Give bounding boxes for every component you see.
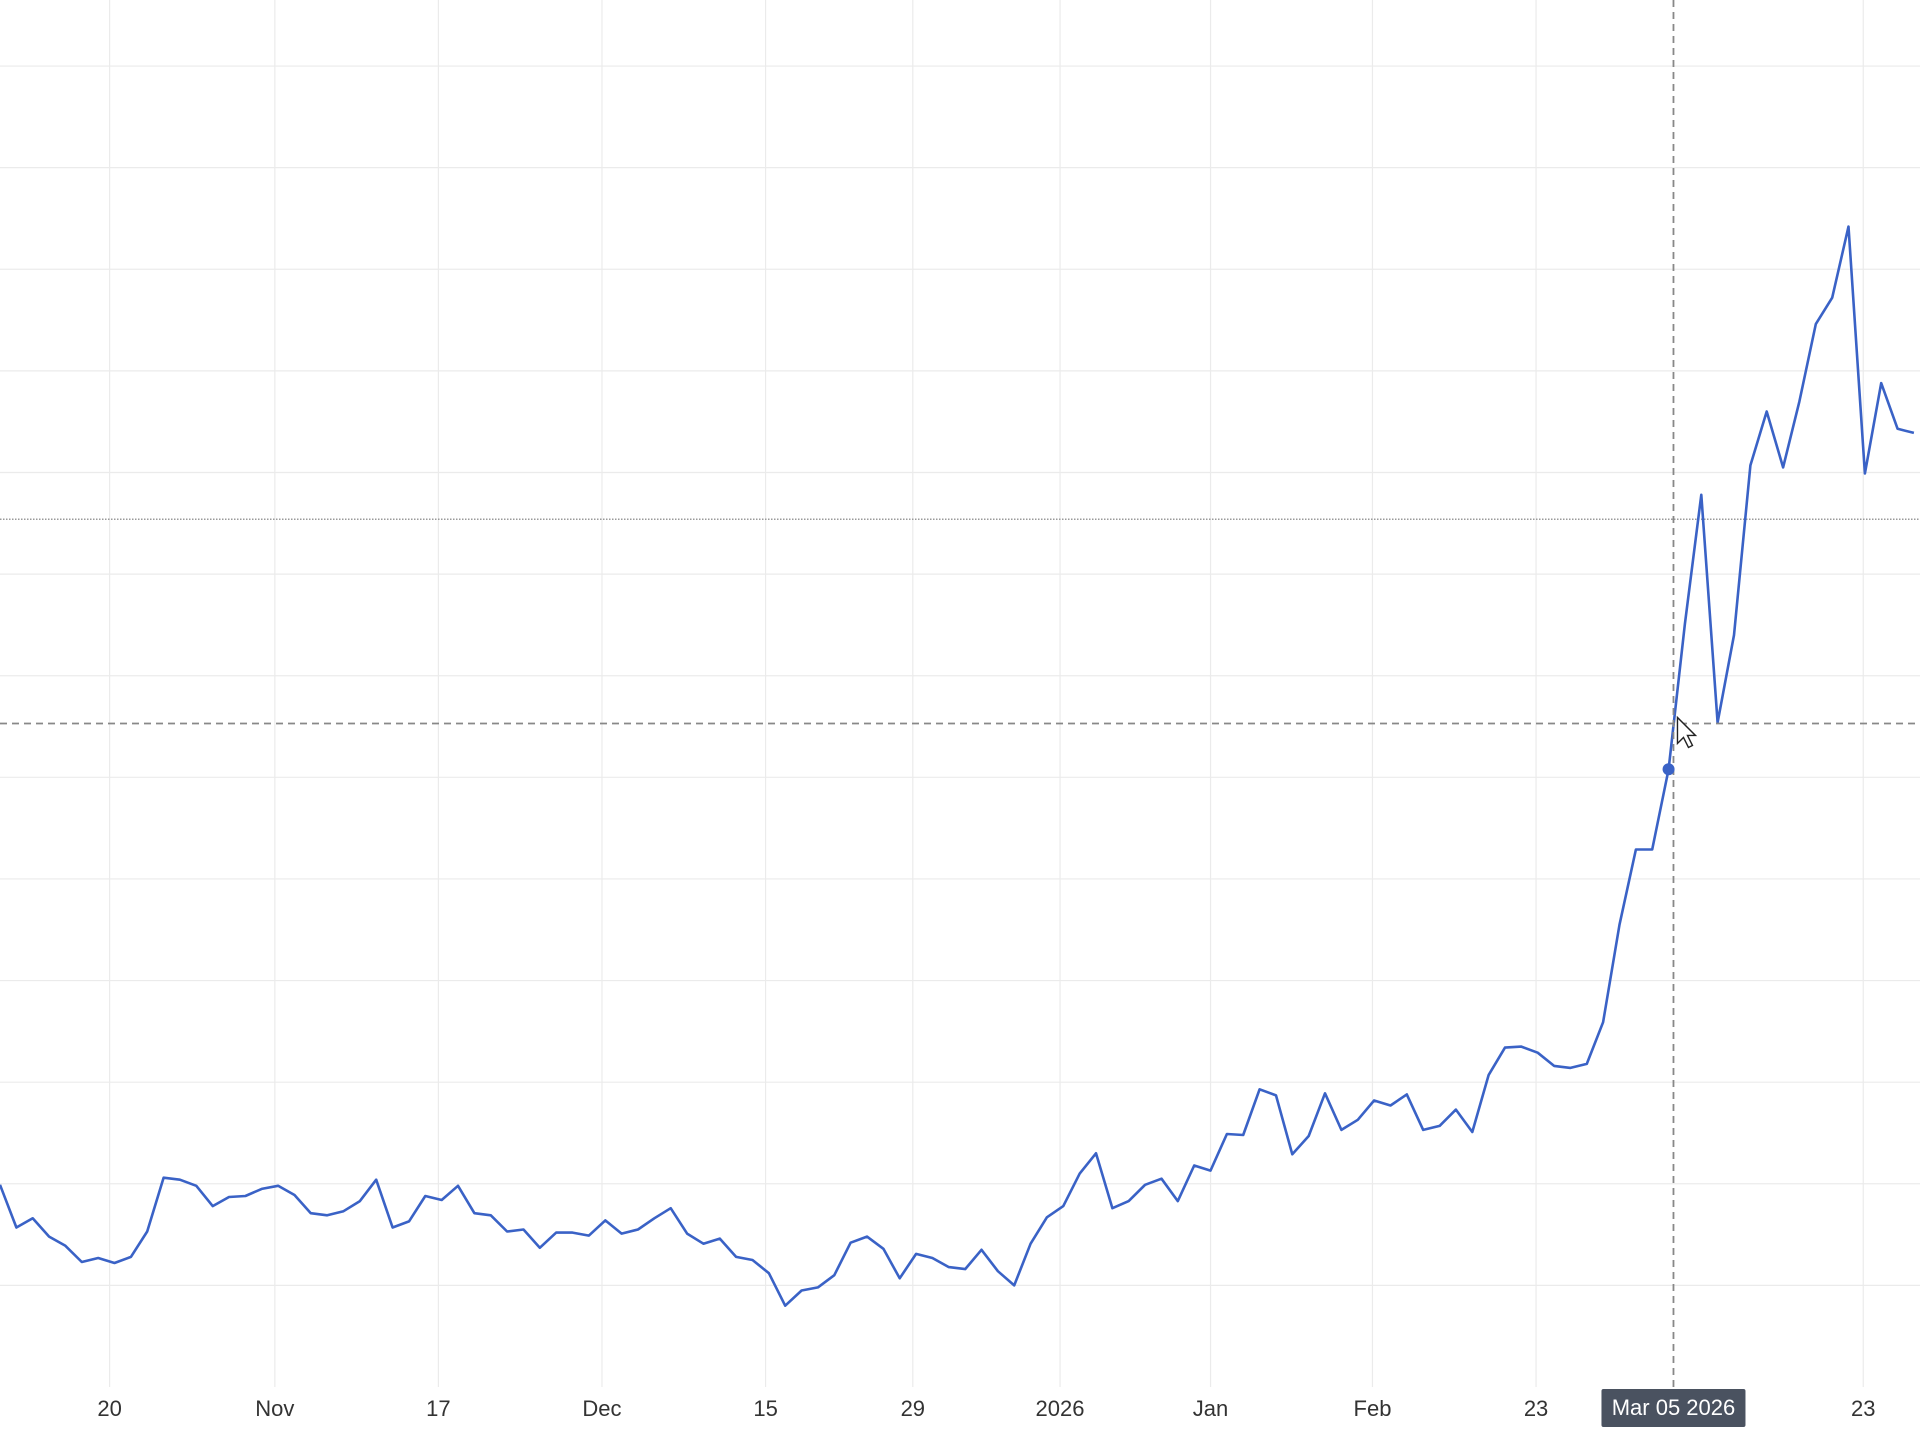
- crosshair-label-box: [1601, 1389, 1746, 1427]
- x-tick-label: 23: [1524, 1396, 1548, 1421]
- x-tick-label: 23: [1851, 1396, 1875, 1421]
- x-tick-label: 17: [426, 1396, 450, 1421]
- x-tick-label: Feb: [1354, 1396, 1392, 1421]
- x-tick-label: 15: [753, 1396, 777, 1421]
- x-tick-label: Nov: [255, 1396, 294, 1421]
- x-tick-label: 2026: [1036, 1396, 1085, 1421]
- price-line: [0, 225, 1915, 1307]
- x-tick-label: Dec: [582, 1396, 621, 1421]
- x-tick-label: 29: [901, 1396, 925, 1421]
- mouse-cursor: [1676, 715, 1698, 749]
- crosshair-label: Mar 05 2026: [1612, 1395, 1736, 1420]
- highlight-point: [1662, 763, 1675, 776]
- x-tick-label: Jan: [1193, 1396, 1228, 1421]
- x-tick-label: 20: [97, 1396, 121, 1421]
